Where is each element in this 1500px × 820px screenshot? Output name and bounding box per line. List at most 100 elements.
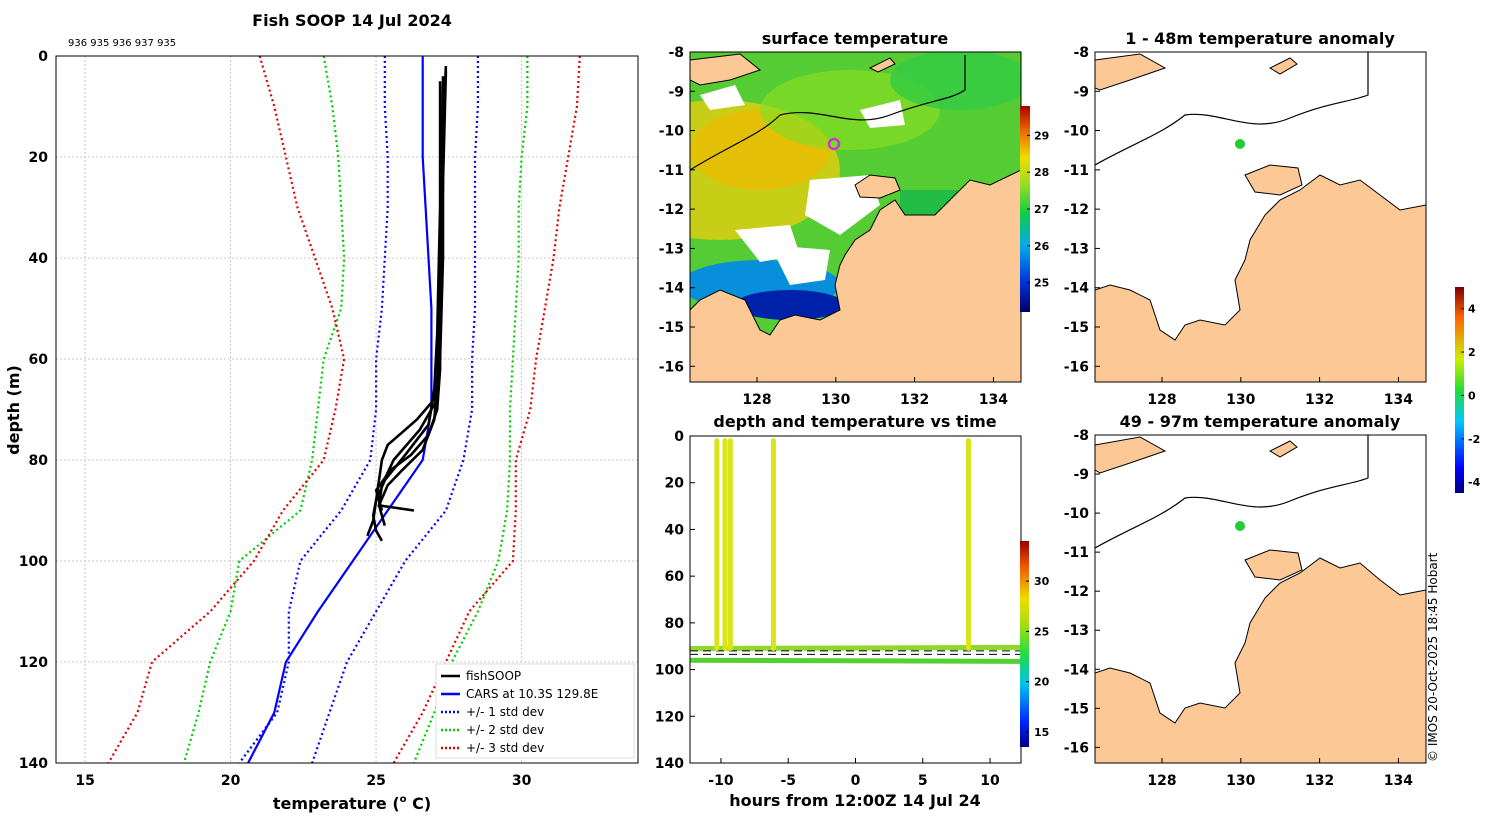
profile-tick-labels: 15 20 25 30 0 20 40 60 80 100 120 140	[19, 49, 532, 789]
sst-cloud-gaps	[700, 85, 905, 285]
depth-time-colorbar	[1020, 541, 1029, 747]
anomaly-colorbar	[1455, 287, 1464, 493]
map-y-tick-label: -13	[1064, 623, 1089, 639]
map-y-tick-label: -8	[668, 45, 684, 61]
depth-time-points	[690, 438, 1021, 664]
colorbar-tick-label: 25	[1034, 625, 1049, 638]
y-tick-label: 20	[29, 150, 49, 166]
sst-tick-labels: 128 130 132 134 -8 -9 -10 -11 -12 -13 -14 -15 -16	[659, 45, 1009, 408]
sst-title: surface temperature	[762, 29, 949, 48]
map-y-tick-label: -9	[1073, 84, 1089, 100]
depth-time-colorbar-labels: 15 20 25 30	[1026, 575, 1050, 739]
sst-land-island	[868, 57, 896, 73]
colorbar-tick-label: 29	[1034, 129, 1049, 142]
anomaly-deep-point	[1235, 521, 1245, 531]
fishsoop-profile-line	[366, 81, 442, 537]
legend-label: fishSOOP	[466, 669, 521, 683]
map-x-tick-label: 134	[1384, 392, 1413, 408]
y-tick-label: 140	[19, 756, 48, 772]
colorbar-tick-label: 28	[1034, 166, 1049, 179]
anomaly-deep-land-australia	[1095, 557, 1426, 763]
colorbar-tick-label: -2	[1468, 433, 1480, 446]
time-y-tick-label: 20	[665, 476, 685, 492]
map-y-tick-label: -13	[659, 241, 684, 257]
anomaly-deep-panel: 49 - 97m temperature anomaly 128 130 132 13…	[1064, 287, 1481, 789]
depth-time-panel: depth and temperature vs time -10 -5 0 5 100…	[655, 412, 1050, 810]
y-tick-label: 80	[29, 453, 49, 469]
time-y-tick-label: 60	[665, 569, 685, 585]
anomaly-deep-contour	[1095, 435, 1369, 549]
map-y-tick-label: -10	[1064, 124, 1090, 140]
legend-label: +/- 1 std dev	[466, 705, 544, 719]
anomaly-deep-axes-box	[1094, 434, 1427, 764]
map-x-tick-label: 134	[1384, 773, 1413, 789]
map-y-tick-label: -9	[668, 84, 684, 100]
fishsoop-profiles	[366, 66, 448, 542]
legend-label: +/- 2 std dev	[466, 723, 544, 737]
sst-cold-core	[735, 290, 845, 320]
anomaly-deep-land-island	[1268, 440, 1298, 458]
colorbar-tick-label: 0	[1468, 389, 1476, 402]
anomaly-deep-title: 49 - 97m temperature anomaly	[1120, 412, 1401, 431]
map-y-tick-label: -13	[1064, 241, 1089, 257]
y-tick-label: 40	[29, 251, 49, 267]
y-tick-label: 0	[38, 49, 48, 65]
anomaly-shallow-axes-box	[1094, 51, 1427, 383]
std-dev-line	[238, 56, 389, 763]
anomaly-deep-land-timor	[1095, 436, 1167, 474]
anomaly-colorbar-labels: 4 2 0 -2 -4	[1461, 303, 1481, 489]
anomaly-shallow-land-australia	[1095, 174, 1426, 382]
depth-time-title: depth and temperature vs time	[713, 412, 996, 431]
colorbar-tick-label: 2	[1468, 346, 1476, 359]
legend-label: CARS at 10.3S 129.8E	[466, 687, 598, 701]
anomaly-shallow-land-timor	[1095, 53, 1167, 91]
map-y-tick-label: -11	[1064, 163, 1089, 179]
sst-land-melville	[854, 174, 901, 199]
anomaly-shallow-panel: 1 - 48m temperature anomaly 128 130 132 134…	[1064, 29, 1427, 408]
map-y-tick-label: -15	[659, 320, 684, 336]
time-x-tick-label: -5	[780, 773, 796, 789]
map-x-tick-label: 130	[1226, 392, 1255, 408]
time-x-tick-label: -10	[708, 773, 734, 789]
colorbar-tick-label: 20	[1034, 676, 1050, 689]
x-tick-label: 30	[512, 773, 532, 789]
imos-credit: © IMOS 20-Oct-2025 18:45 Hobart	[1426, 552, 1440, 762]
sst-location-marker	[827, 137, 841, 151]
cars-mean-line	[247, 56, 433, 763]
anomaly-shallow-tick-labels: 128 130 132 134 -8 -9 -10 -11 -12 -13 -14 -15 -16	[1064, 45, 1414, 408]
colorbar-tick-label: 26	[1034, 240, 1050, 253]
sst-field	[690, 52, 1021, 382]
legend-box	[435, 663, 635, 759]
time-x-tick-label: 10	[980, 773, 1000, 789]
x-tick-label: 25	[366, 773, 385, 789]
x-tick-label: 20	[221, 773, 241, 789]
bottom-track-upper	[690, 644, 1021, 652]
std-dev-line	[107, 56, 346, 763]
map-y-tick-label: -14	[1064, 281, 1090, 297]
bottom-track-lower	[690, 657, 1021, 664]
std-dev-lines	[107, 56, 581, 763]
map-x-tick-label: 132	[1305, 392, 1334, 408]
map-y-tick-label: -11	[1064, 545, 1089, 561]
profile-panel: Fish SOOP 14 Jul 2024 936 935 936 937 93…	[4, 11, 639, 813]
time-y-tick-label: 140	[655, 756, 684, 772]
time-y-tick-label: 80	[665, 616, 685, 632]
time-x-tick-label: 5	[918, 773, 928, 789]
map-y-tick-label: -16	[659, 359, 684, 375]
anomaly-deep-tick-labels: 128 130 132 134 -8 -9 -10 -11 -12 -13 -14 -15 -16	[1064, 428, 1414, 789]
map-y-tick-label: -16	[1064, 740, 1089, 756]
time-y-tick-label: 100	[655, 663, 684, 679]
anomaly-shallow-contour	[1095, 52, 1369, 166]
cars-mean-polyline	[247, 56, 433, 763]
anomaly-shallow-point	[1235, 139, 1245, 149]
time-y-tick-label: 40	[665, 522, 685, 538]
map-x-tick-label: 130	[821, 392, 850, 408]
y-tick-label: 120	[19, 655, 48, 671]
sst-green-patch	[890, 52, 1021, 110]
map-y-tick-label: -11	[659, 163, 684, 179]
depth-time-axes-box	[689, 435, 1022, 764]
map-y-tick-label: -14	[659, 281, 685, 297]
colorbar-tick-label: 30	[1034, 575, 1050, 588]
profile-y-axis-label: depth (m)	[4, 365, 23, 455]
